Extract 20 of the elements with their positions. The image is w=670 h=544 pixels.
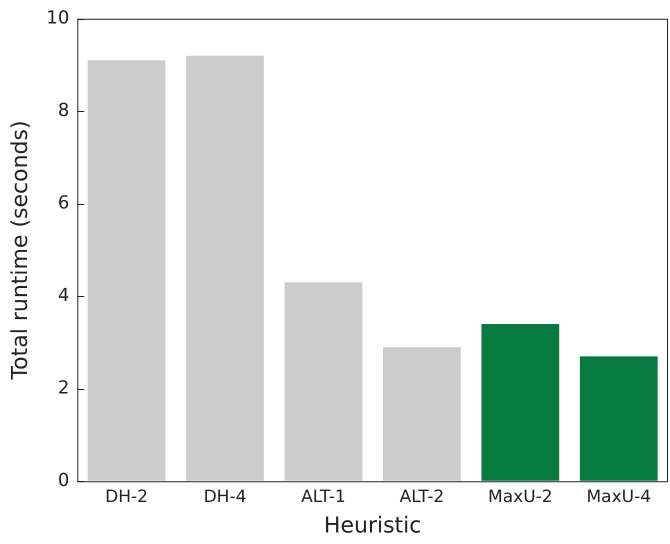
x-axis-title: Heuristic bbox=[324, 514, 422, 539]
x-tick-label: MaxU-2 bbox=[488, 486, 553, 507]
x-tick-label: DH-2 bbox=[105, 486, 148, 507]
y-tick-label: 10 bbox=[46, 7, 70, 28]
y-tick-label: 2 bbox=[58, 377, 70, 398]
y-tick-label: 6 bbox=[58, 192, 70, 214]
x-tick-label: ALT-2 bbox=[400, 486, 444, 507]
x-tick-label: MaxU-4 bbox=[586, 486, 652, 507]
y-tick-label: 0 bbox=[58, 470, 70, 491]
bar bbox=[88, 60, 166, 481]
bar bbox=[481, 324, 560, 481]
x-tick-label: ALT-1 bbox=[301, 486, 346, 507]
y-axis-title: Total runtime (seconds) bbox=[8, 120, 33, 381]
y-tick-label: 4 bbox=[58, 284, 70, 306]
bar bbox=[580, 356, 658, 481]
x-tick-label: DH-4 bbox=[204, 486, 246, 507]
bar bbox=[284, 282, 362, 481]
bar bbox=[382, 347, 461, 481]
y-tick-label: 8 bbox=[58, 100, 70, 121]
bar bbox=[186, 56, 264, 481]
